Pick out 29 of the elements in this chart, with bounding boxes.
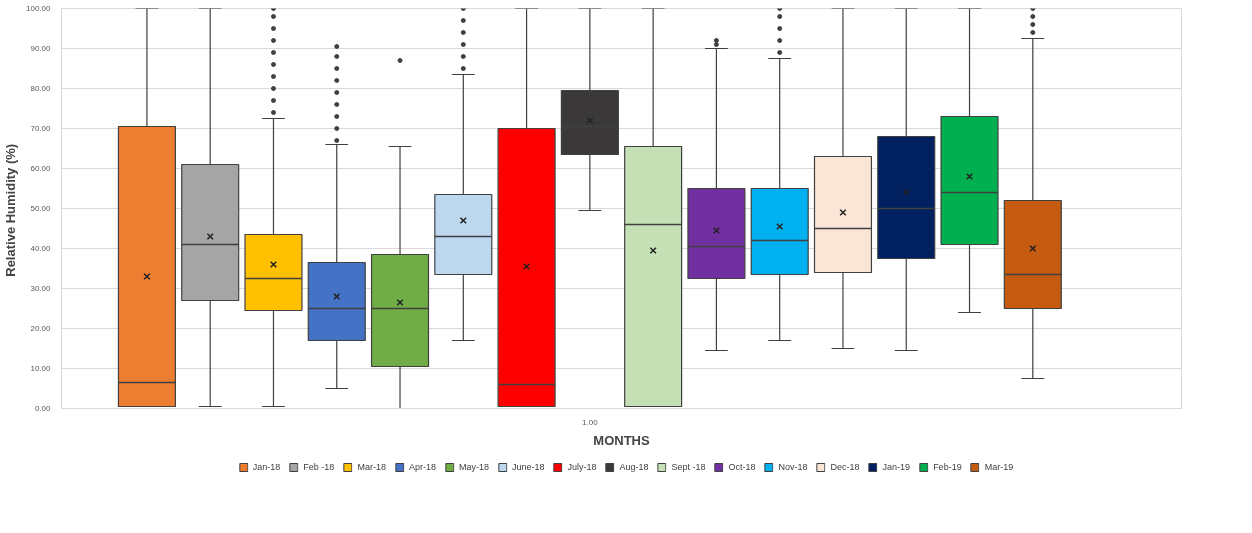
y-tick-label: 80.00 [30, 84, 52, 93]
y-tick-label: 50.00 [30, 204, 52, 213]
y-tick-label: 100.00 [26, 4, 52, 13]
legend-label: Mar-19 [984, 462, 1014, 472]
legend-label: Dec-18 [830, 462, 860, 472]
y-tick-label: 60.00 [30, 164, 52, 173]
legend-label: May-18 [458, 462, 489, 472]
y-tick-label: 20.00 [30, 324, 52, 333]
x-axis-title: MONTHS [593, 432, 650, 448]
y-axis-title: Relative Humidity (%) [3, 143, 19, 277]
y-tick-label: 40.00 [30, 244, 52, 253]
legend-label: Nov-18 [778, 462, 808, 472]
legend-label: Mar-18 [357, 462, 386, 472]
legend-label: Feb-19 [933, 462, 962, 472]
legend-label: Oct-18 [728, 462, 756, 472]
y-tick-label: 0.00 [34, 404, 52, 413]
y-tick-label: 10.00 [30, 364, 52, 373]
y-tick-label: 70.00 [30, 124, 52, 133]
legend-label: Feb -18 [303, 462, 335, 472]
legend-label: July-18 [567, 462, 597, 472]
legend-label: June-18 [511, 462, 545, 472]
legend-label: Jan-18 [252, 462, 281, 472]
legend-label: Apr-18 [408, 462, 436, 472]
y-tick-label: 90.00 [30, 44, 52, 53]
y-tick-label: 30.00 [30, 284, 52, 293]
legend-label: Jan-19 [882, 462, 911, 472]
legend-label: Sept -18 [671, 462, 706, 472]
legend-label: Aug-18 [619, 462, 649, 472]
x-tick-label: 1.00 [582, 417, 599, 427]
